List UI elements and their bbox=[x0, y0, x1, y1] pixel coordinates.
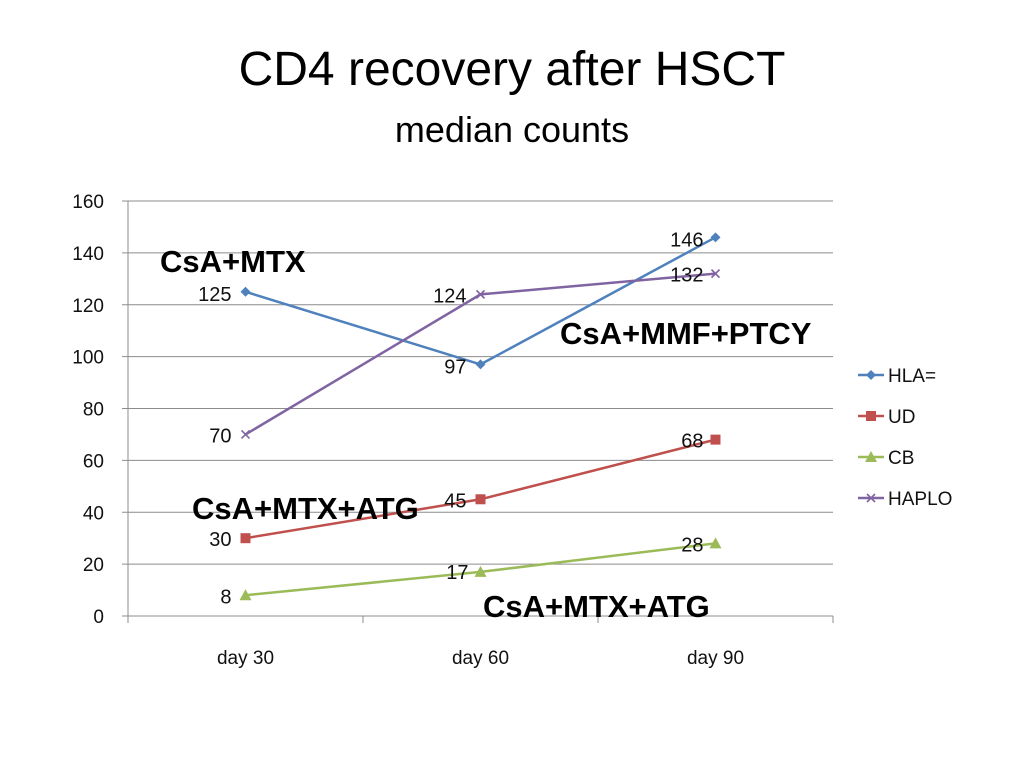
point-haplo-3 bbox=[710, 269, 721, 279]
legend: HLA= UD CB HAPLO bbox=[858, 366, 952, 510]
data-label-haplo-2: 124 bbox=[433, 285, 466, 307]
data-label-hla-2: 97 bbox=[444, 356, 466, 378]
x-tick-label-3: day 90 bbox=[687, 648, 744, 669]
y-tick-label-120: 120 bbox=[72, 296, 104, 317]
legend-item-hla: HLA= bbox=[858, 366, 936, 387]
data-label-ud-3: 68 bbox=[681, 431, 703, 453]
legend-item-ud: UD bbox=[858, 407, 915, 428]
y-tick-label-20: 20 bbox=[83, 555, 104, 576]
data-labels: 125 97 146 30 45 68 8 17 28 70 124 132 bbox=[198, 229, 703, 608]
legend-marker-hla bbox=[866, 370, 876, 380]
annotation-cb: CsA+MTX+ATG bbox=[483, 589, 710, 624]
legend-label-cb: CB bbox=[888, 448, 914, 469]
legend-marker-cb bbox=[865, 451, 877, 462]
data-label-haplo-3: 132 bbox=[670, 265, 703, 287]
data-label-hla-3: 146 bbox=[670, 229, 703, 251]
point-haplo-2 bbox=[475, 289, 486, 299]
y-tick-label-80: 80 bbox=[83, 400, 104, 421]
legend-label-hla: HLA= bbox=[888, 366, 936, 387]
x-tick-label-2: day 60 bbox=[452, 648, 509, 669]
y-tick-label-160: 160 bbox=[72, 192, 104, 213]
annotation-haplo: CsA+MMF+PTCY bbox=[560, 316, 812, 351]
annotation-hla: CsA+MTX bbox=[160, 244, 306, 279]
point-cb-1 bbox=[239, 589, 252, 601]
legend-item-haplo: HAPLO bbox=[858, 489, 952, 510]
y-tick-label-0: 0 bbox=[93, 607, 104, 628]
point-cb-3 bbox=[709, 537, 722, 549]
legend-label-ud: UD bbox=[888, 407, 915, 428]
point-ud-1 bbox=[240, 533, 251, 544]
annotation-ud: CsA+MTX+ATG bbox=[192, 491, 419, 526]
point-haplo-1 bbox=[240, 429, 251, 440]
chart-title: CD4 recovery after HSCT bbox=[238, 43, 786, 96]
point-cb-2 bbox=[474, 565, 487, 577]
legend-marker-haplo bbox=[866, 493, 876, 503]
y-tick-label-140: 140 bbox=[72, 244, 104, 265]
point-ud-3 bbox=[710, 434, 721, 445]
point-hla-2 bbox=[475, 359, 486, 370]
y-tick-label-60: 60 bbox=[83, 451, 104, 472]
axes: 0 20 40 60 80 100 120 140 160 day 30 day 60 day 90 bbox=[72, 192, 834, 669]
y-tick-label-40: 40 bbox=[83, 503, 104, 524]
data-label-ud-1: 30 bbox=[209, 529, 231, 551]
legend-marker-ud bbox=[866, 411, 876, 421]
point-hla-1 bbox=[240, 286, 251, 297]
data-label-cb-1: 8 bbox=[220, 586, 231, 608]
gridlines bbox=[128, 200, 833, 617]
data-label-haplo-1: 70 bbox=[209, 425, 231, 447]
chart-subtitle: median counts bbox=[394, 109, 630, 150]
legend-item-cb: CB bbox=[858, 448, 914, 469]
point-ud-2 bbox=[475, 494, 486, 505]
series-group bbox=[239, 232, 722, 601]
point-hla-3 bbox=[710, 232, 721, 243]
data-label-hla-1: 125 bbox=[198, 284, 231, 306]
series-line-haplo bbox=[244, 272, 716, 436]
y-tick-label-100: 100 bbox=[72, 348, 104, 369]
legend-label-haplo: HAPLO bbox=[888, 489, 952, 510]
data-label-cb-2: 17 bbox=[446, 562, 468, 584]
data-label-cb-3: 28 bbox=[681, 534, 703, 556]
x-tick-label-1: day 30 bbox=[217, 648, 274, 669]
data-label-ud-2: 45 bbox=[444, 490, 466, 512]
